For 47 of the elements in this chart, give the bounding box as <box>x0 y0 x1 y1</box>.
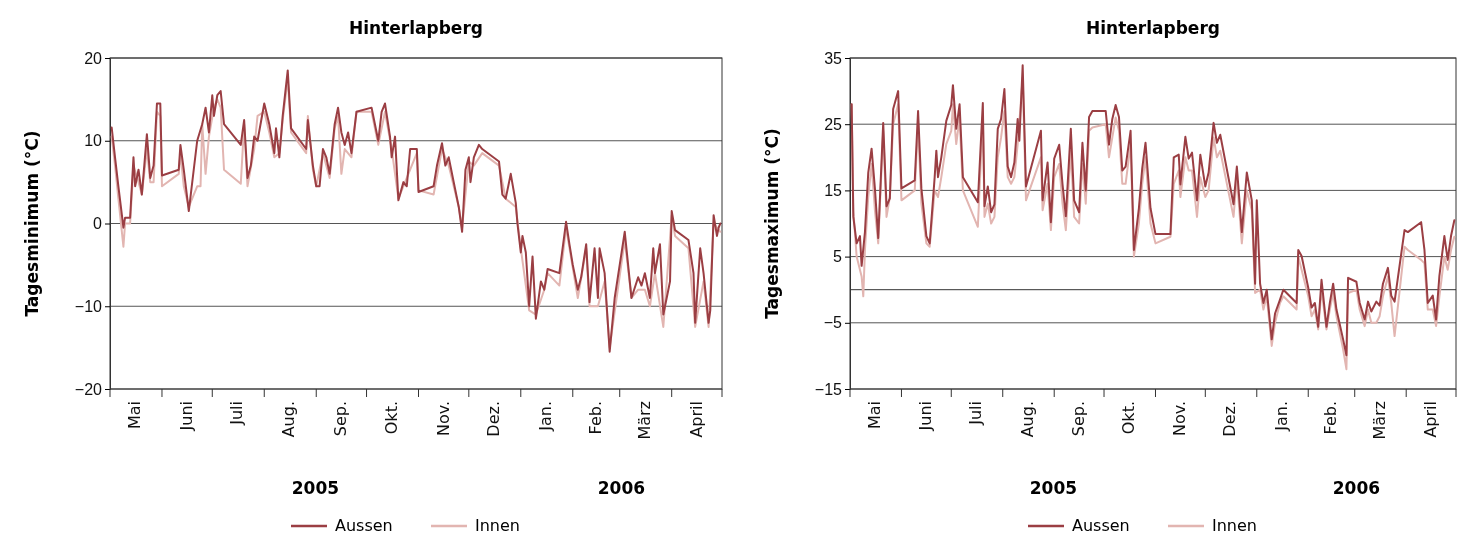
x-tick-label: Mai <box>864 401 884 430</box>
legend-label: Innen <box>1212 516 1257 535</box>
x-tick-label: Mai <box>125 401 145 430</box>
x-tick-label: Feb. <box>586 401 606 435</box>
x-tick-label: Dez. <box>483 401 503 437</box>
y-tick-label: 35 <box>824 49 843 67</box>
x-tick-label: Aug. <box>1017 401 1037 438</box>
legend-label: Innen <box>475 516 520 535</box>
x-tick-label: Jan. <box>535 401 555 432</box>
x-tick-label: Juli <box>227 401 247 426</box>
x-tick-label: Okt. <box>1118 401 1138 435</box>
chart-title: Hinterlapberg <box>349 18 483 38</box>
text: 2006 <box>597 478 646 498</box>
y-tick-label: −5 <box>823 314 843 332</box>
x-tick-label: Nov. <box>433 401 453 437</box>
y-tick-label: −15 <box>814 380 843 398</box>
x-tick-label: Aug. <box>279 401 299 438</box>
x-tick-label: Jan. <box>1271 401 1291 432</box>
x-tick-label: Sep. <box>331 401 351 437</box>
text: 2005 <box>1029 478 1078 498</box>
y-tick-label: 15 <box>824 182 843 200</box>
x-tick-label: Dez. <box>1220 401 1240 437</box>
text: 2006 <box>1332 478 1381 498</box>
legend-label: Aussen <box>1072 516 1130 535</box>
x-tick-label: Feb. <box>1321 401 1341 435</box>
x-tick-label: Nov. <box>1170 401 1190 437</box>
y-axis-title: Tagesmaximum (°C) <box>762 128 782 319</box>
x-tick-label: März <box>1369 401 1389 440</box>
y-axis-title: Tagesminimum (°C) <box>22 130 42 317</box>
x-tick-label: Okt. <box>381 401 401 435</box>
y-tick-label: 0 <box>93 215 103 233</box>
text: 2005 <box>291 478 340 498</box>
x-tick-label: April <box>686 401 706 438</box>
y-tick-label: −20 <box>74 380 103 398</box>
chart-title: Hinterlapberg <box>1086 18 1220 38</box>
y-tick-label: 20 <box>84 49 103 67</box>
x-tick-label: März <box>634 401 654 440</box>
y-tick-label: 10 <box>84 132 103 150</box>
x-tick-label: Juli <box>966 401 986 426</box>
y-tick-label: 25 <box>824 115 843 133</box>
x-tick-label: Juni <box>916 401 936 432</box>
y-tick-label: 5 <box>833 248 843 266</box>
y-tick-label: −10 <box>74 297 103 315</box>
x-tick-label: April <box>1421 401 1441 438</box>
x-tick-label: Juni <box>177 401 197 432</box>
legend-label: Aussen <box>335 516 393 535</box>
x-tick-label: Sep. <box>1069 401 1089 437</box>
